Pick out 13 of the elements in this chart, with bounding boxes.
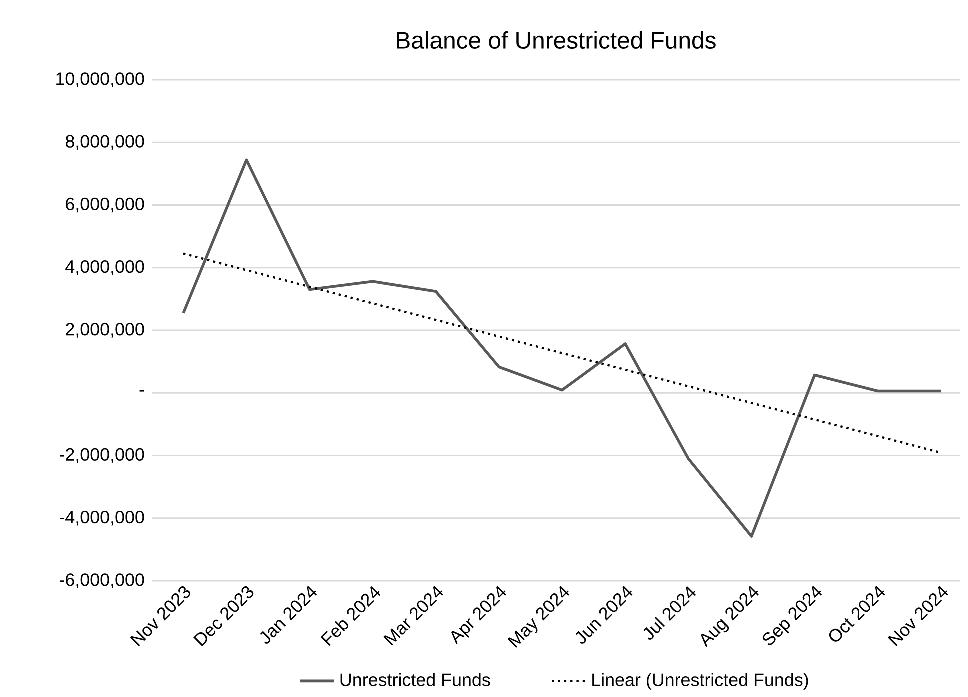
y-tick-label: 2,000,000 [66, 323, 144, 338]
y-tick-label: 8,000,000 [66, 135, 144, 150]
y-tick-label: -4,000,000 [60, 510, 144, 526]
y-tick-label: - [140, 390, 144, 392]
chart-title: Balance of Unrestricted Funds [397, 31, 716, 49]
legend-label: Linear (Unrestricted Funds) [592, 673, 808, 690]
y-tick-label: 6,000,000 [66, 198, 144, 213]
legend-label: Unrestricted Funds [340, 673, 490, 686]
y-tick-label: 10,000,000 [56, 72, 144, 88]
line-series [182, 158, 942, 538]
y-tick-label: 4,000,000 [66, 260, 144, 276]
y-tick-label: -6,000,000 [60, 574, 144, 588]
y-tick-label: -2,000,000 [60, 448, 144, 464]
